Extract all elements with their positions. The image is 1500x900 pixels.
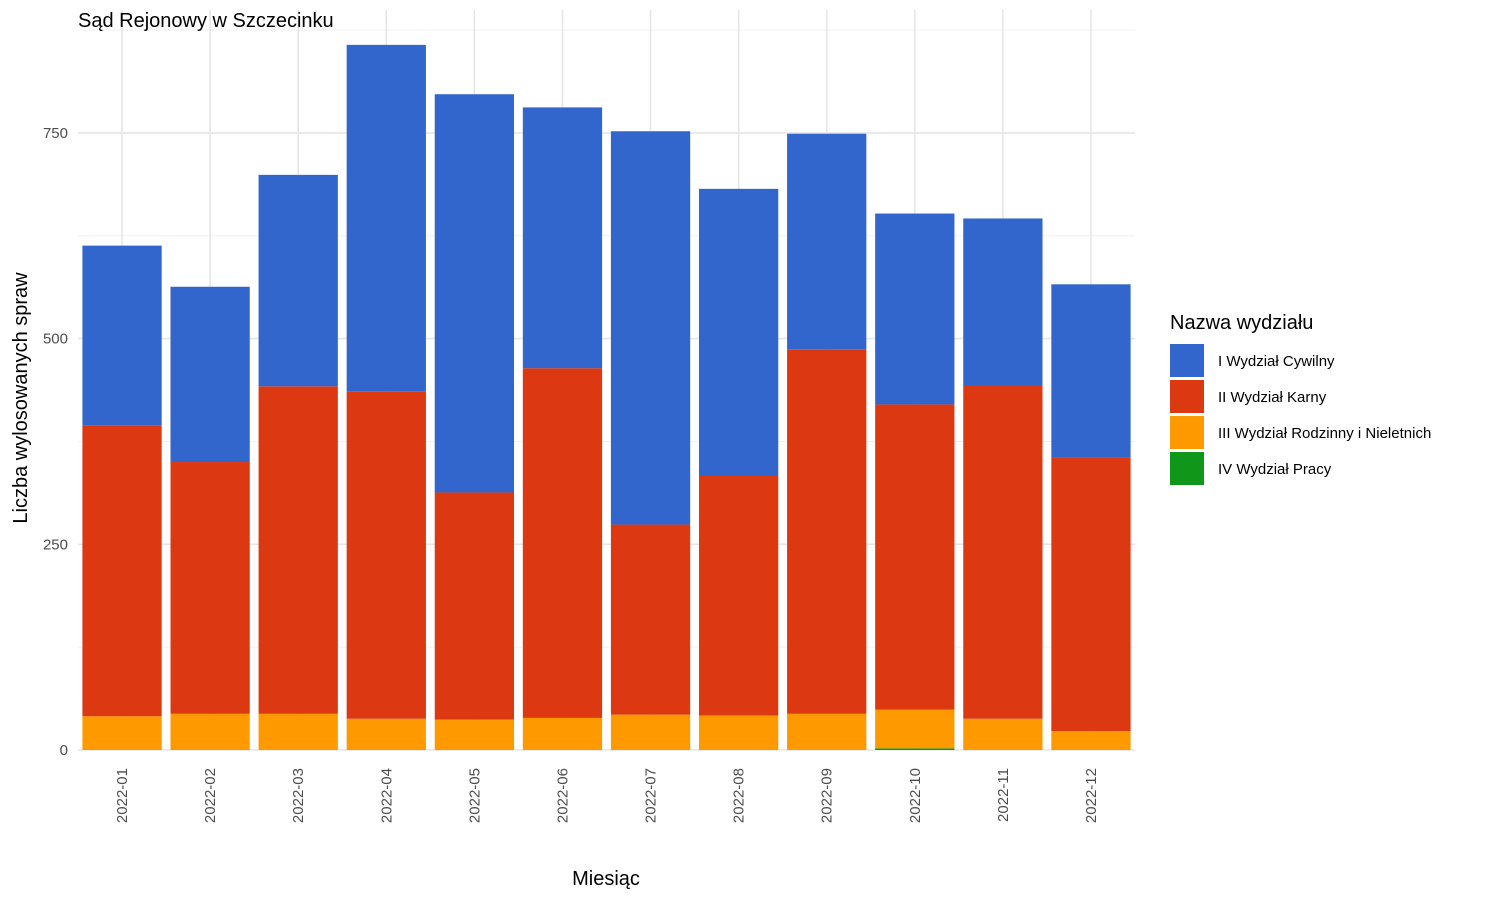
bar-segment: [170, 713, 250, 750]
bar-segment: [434, 94, 515, 493]
x-tick-label: 2022-10: [907, 768, 924, 823]
bar-segment: [82, 245, 162, 426]
minor-gridlines: [78, 29, 1135, 648]
bar-segment: [170, 286, 250, 463]
bar-segment: [963, 718, 1043, 750]
x-tick-label: 2022-04: [378, 768, 395, 823]
legend-label: III Wydział Rodzinny i Nieletnich: [1218, 425, 1431, 442]
bar-segment: [787, 133, 867, 350]
bar-segment: [875, 709, 955, 749]
x-tick-label: 2022-05: [466, 768, 483, 823]
bar-segment: [787, 349, 867, 714]
y-tick-label: 250: [43, 536, 68, 553]
legend-title: Nazwa wydziału: [1170, 312, 1313, 334]
x-tick-label: 2022-06: [554, 768, 571, 823]
bar-segment: [963, 385, 1043, 719]
bar-segment: [610, 131, 691, 525]
bar-segment: [434, 492, 515, 720]
bar-segment: [875, 748, 955, 750]
legend-label: I Wydział Cywilny: [1218, 353, 1335, 370]
x-tick-label: 2022-03: [290, 768, 307, 823]
legend-swatch: [1170, 344, 1204, 377]
bar-segment: [875, 213, 955, 405]
x-tick-label: 2022-07: [643, 768, 660, 823]
x-tick-label: 2022-01: [114, 768, 131, 823]
bars: [82, 44, 1131, 750]
bar-segment: [610, 714, 691, 750]
bar-segment: [346, 718, 426, 750]
x-axis-ticks: 2022-01 2022-02 2022-03 2022-04 2022-05 2022-…: [114, 768, 1100, 823]
bar-segment: [787, 713, 867, 750]
bar-segment: [698, 188, 779, 477]
x-axis-title: Miesiąc: [572, 868, 640, 890]
chart-title: Sąd Rejonowy w Szczecinku: [78, 10, 334, 32]
x-tick-label: 2022-11: [995, 768, 1012, 822]
bar-segment: [82, 716, 162, 750]
bar-segment: [1051, 284, 1131, 458]
bar-segment: [875, 404, 955, 710]
x-tick-label: 2022-08: [731, 768, 748, 823]
bar-segment: [522, 368, 603, 718]
bar-segment: [258, 174, 338, 387]
y-axis-ticks: 0 250 500 750: [43, 125, 68, 759]
bar-segment: [434, 719, 515, 750]
bar-segment: [82, 425, 162, 717]
bar-segment: [1051, 731, 1131, 750]
bar-segment: [698, 476, 779, 716]
bar-segment: [170, 462, 250, 714]
legend-swatch: [1170, 452, 1204, 485]
bar-segment: [1051, 457, 1131, 732]
y-tick-label: 500: [43, 331, 68, 348]
legend: Nazwa wydziału I Wydział Cywilny II Wydzi…: [1170, 312, 1431, 485]
x-tick-label: 2022-12: [1083, 768, 1100, 823]
bar-segment: [610, 524, 691, 715]
y-tick-label: 750: [43, 125, 68, 142]
bar-segment: [522, 717, 603, 750]
x-tick-label: 2022-02: [202, 768, 219, 823]
y-tick-label: 0: [60, 742, 68, 759]
bar-segment: [963, 218, 1043, 386]
legend-label: II Wydział Karny: [1218, 389, 1327, 406]
legend-label: IV Wydział Pracy: [1218, 461, 1332, 478]
bar-segment: [346, 44, 426, 392]
legend-swatch: [1170, 380, 1204, 413]
legend-swatch: [1170, 416, 1204, 449]
bar-segment: [698, 715, 779, 750]
bar-segment: [522, 107, 603, 369]
bar-segment: [258, 386, 338, 714]
bar-segment: [258, 713, 338, 750]
y-axis-title: Liczba wylosowanych spraw: [10, 272, 32, 524]
bar-segment: [346, 391, 426, 719]
x-tick-label: 2022-09: [819, 768, 836, 823]
